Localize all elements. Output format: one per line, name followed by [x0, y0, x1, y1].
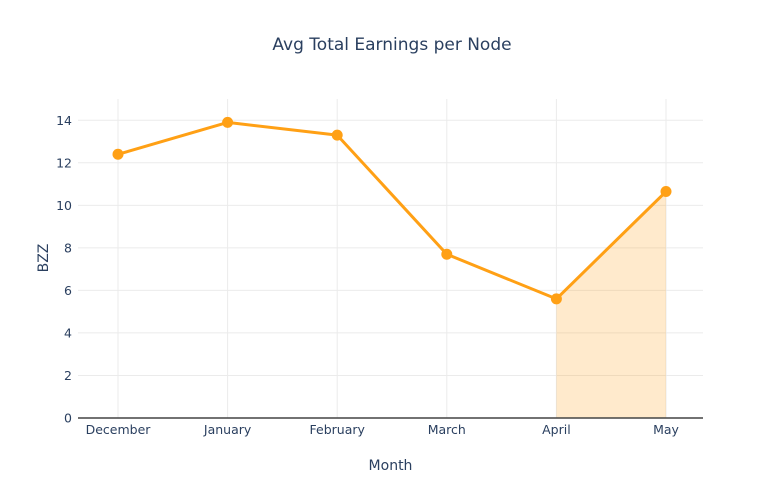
y-tick-label: 6 — [64, 283, 72, 298]
data-point-march[interactable] — [441, 248, 453, 260]
chart-title: Avg Total Earnings per Node — [272, 35, 512, 55]
x-axis-title: Month — [368, 458, 413, 474]
x-tick-label-march: March — [428, 422, 466, 437]
x-tick-label-december: December — [86, 422, 152, 437]
y-tick-label: 8 — [64, 240, 72, 255]
x-tick-label-april: April — [542, 422, 571, 437]
y-tick-label: 12 — [56, 155, 72, 170]
earnings-line — [116, 120, 668, 301]
y-axis-title: BZZ — [36, 243, 52, 273]
data-point-december[interactable] — [112, 148, 124, 160]
y-tick-label: 4 — [64, 325, 72, 340]
y-tick-label: 10 — [56, 198, 72, 213]
x-tick-label-january: January — [203, 422, 252, 437]
y-tick-label: 0 — [64, 411, 72, 426]
data-point-february[interactable] — [331, 129, 343, 141]
y-tick-label: 2 — [64, 368, 72, 383]
data-point-january[interactable] — [222, 116, 234, 128]
y-tick-label: 14 — [56, 113, 72, 128]
data-point-may[interactable] — [660, 186, 672, 198]
data-point-april[interactable] — [550, 293, 562, 305]
fill-area-april-may — [556, 191, 666, 418]
x-tick-label-february: February — [310, 422, 366, 437]
x-tick-label-may: May — [653, 422, 679, 437]
